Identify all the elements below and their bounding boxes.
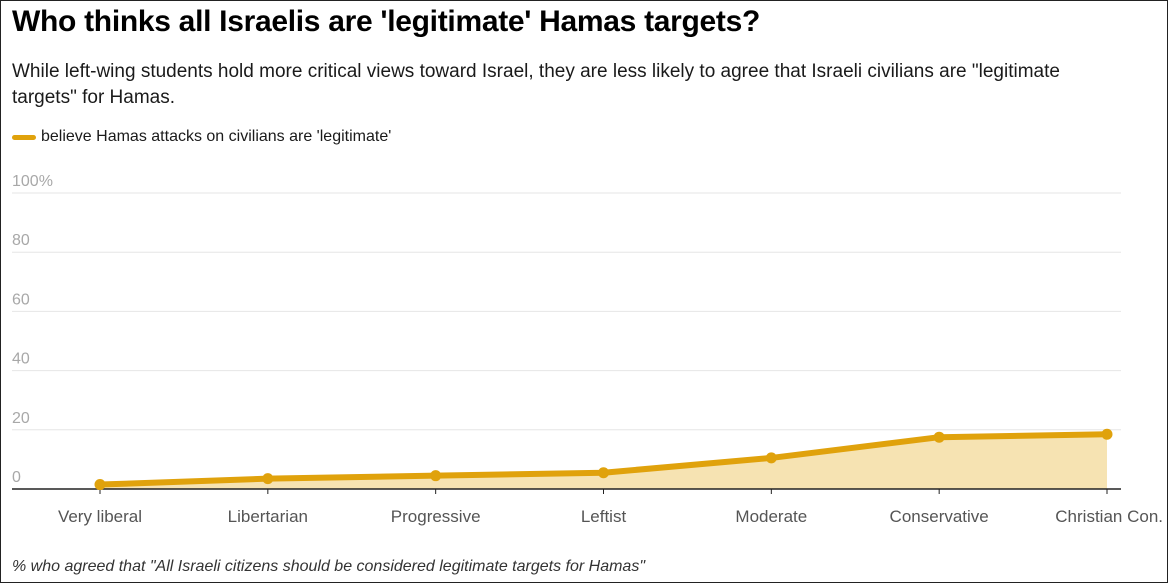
data-point: [1101, 428, 1113, 440]
y-tick-label: 60: [12, 291, 30, 308]
y-tick-label: 40: [12, 351, 30, 368]
chart-subtitle: While left-wing students hold more criti…: [12, 61, 1060, 108]
data-point: [430, 470, 442, 482]
chart-footnote: % who agreed that "All Israeli citizens …: [12, 558, 646, 575]
data-point: [598, 467, 609, 479]
data-point: [262, 473, 274, 485]
y-axis-ticks: 0 20 40 60 80 100%: [12, 173, 53, 486]
x-tick-label: Christian Con.: [1055, 507, 1163, 526]
legend: believe Hamas attacks on civilians are '…: [12, 128, 391, 146]
data-point: [765, 452, 777, 464]
legend-label: believe Hamas attacks on civilians are '…: [41, 128, 392, 145]
x-tick-label: Conservative: [890, 507, 989, 526]
x-tick-label: Leftist: [581, 507, 627, 526]
y-tick-label: 20: [12, 410, 30, 427]
x-axis-ticks: Very liberal Libertarian Progressive Leftis…: [58, 507, 1163, 526]
grid-lines: [12, 192, 1121, 431]
x-axis-tick-marks: [99, 489, 1108, 494]
x-tick-label: Very liberal: [58, 507, 142, 526]
x-tick-label: Progressive: [391, 507, 481, 526]
data-point: [933, 431, 945, 443]
y-tick-label: 0: [12, 469, 21, 486]
y-tick-label: 80: [12, 232, 30, 249]
y-tick-label: 100%: [12, 173, 53, 190]
legend-swatch: [12, 134, 36, 140]
data-point: [94, 479, 106, 491]
data-points: [94, 428, 1113, 491]
chart-title: Who thinks all Israelis are 'legitimate'…: [12, 5, 761, 38]
x-tick-label: Moderate: [735, 507, 807, 526]
x-tick-label: Libertarian: [228, 507, 308, 526]
